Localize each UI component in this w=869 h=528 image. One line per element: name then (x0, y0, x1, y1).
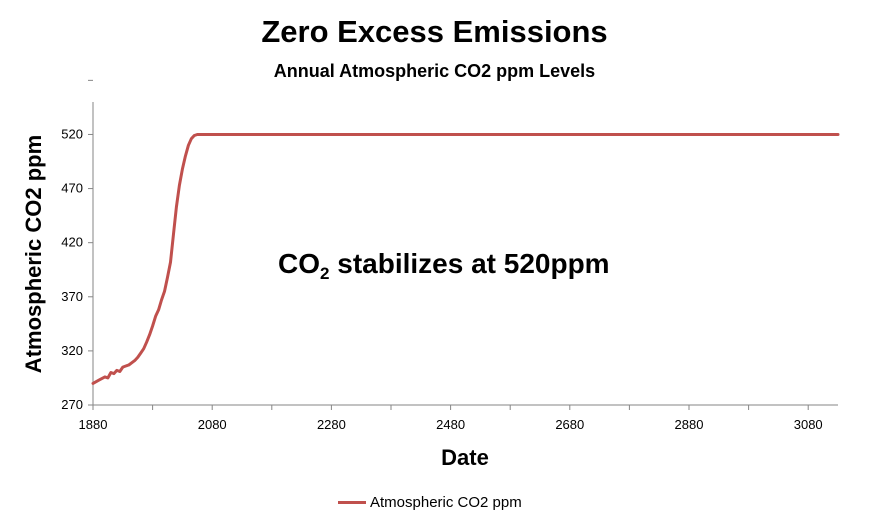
legend: Atmospheric CO2 ppm (338, 494, 522, 511)
x-tick-label: 2880 (675, 417, 704, 432)
x-tick-label: 2680 (555, 417, 584, 432)
annotation-prefix: CO (278, 248, 320, 279)
y-tick-label: 270 (61, 397, 83, 412)
x-tick-label: 2280 (317, 417, 346, 432)
annotation-suffix: stabilizes at 520ppm (329, 248, 610, 279)
y-tick-label: 470 (61, 181, 83, 196)
x-tick-label: 2480 (436, 417, 465, 432)
y-tick-label: 420 (61, 235, 83, 250)
y-axis-title: Atmospheric CO2 ppm (21, 135, 46, 373)
plot-area (91, 133, 840, 385)
stabilization-annotation: CO2 stabilizes at 520ppm (278, 248, 610, 284)
y-tick-label: 520 (61, 126, 83, 141)
legend-swatch (338, 501, 366, 504)
y-tick-label: 370 (61, 289, 83, 304)
x-tick-label: 3080 (794, 417, 823, 432)
x-axis-title: Date (441, 445, 489, 470)
axes: 270 320 370 420 470 520 1880 2080 2280 2480 2680 28… (61, 79, 838, 432)
series-line (91, 133, 840, 385)
y-tick-label: 320 (61, 343, 83, 358)
x-tick-label: 1880 (79, 417, 108, 432)
chart-subtitle: Annual Atmospheric CO2 ppm Levels (273, 61, 596, 81)
legend-label: Atmospheric CO2 ppm (370, 494, 522, 511)
x-tick-label: 2080 (198, 417, 227, 432)
annotation-subscript: 2 (320, 264, 330, 283)
chart-title: Zero Excess Emissions (261, 14, 608, 49)
